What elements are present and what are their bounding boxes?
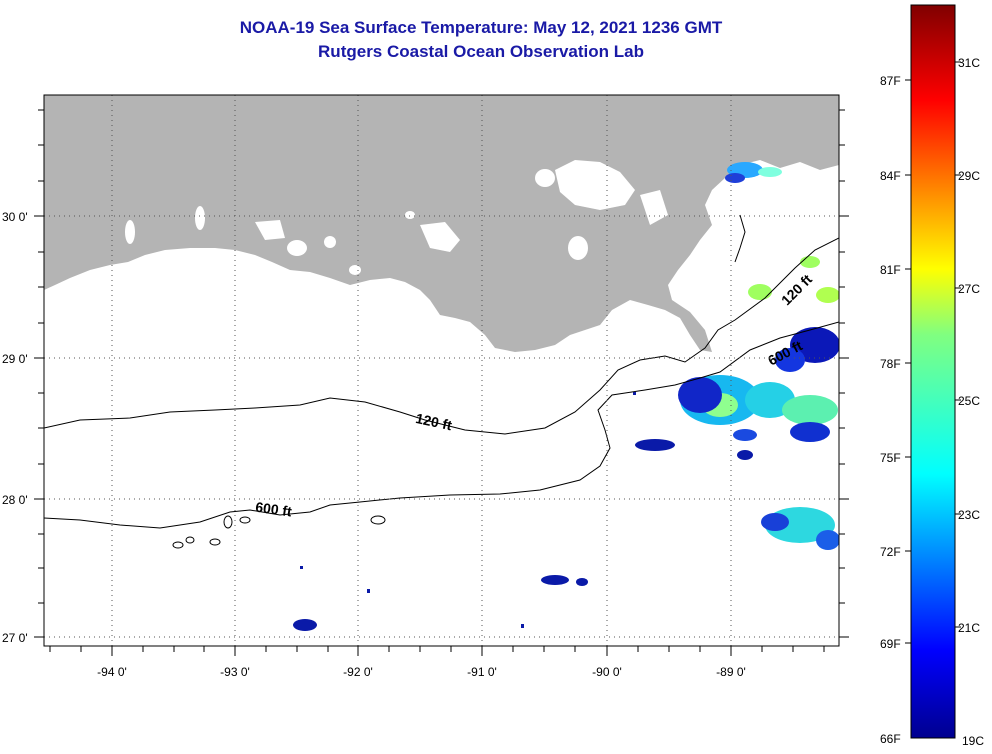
- colorbar: [910, 4, 956, 739]
- f-label: 72F: [880, 545, 901, 559]
- graticule: [44, 95, 839, 646]
- f-label: 75F: [880, 451, 901, 465]
- lat-label: 28 0': [2, 493, 28, 507]
- lakes: [125, 160, 668, 275]
- latitude-labels: 30 0' 29 0' 28 0' 27 0': [2, 210, 28, 645]
- map-subtitle: Rutgers Coastal Ocean Observation Lab: [318, 42, 644, 61]
- colorbar-celsius-labels: 31C 29C 27C 25C 23C 21C 19C: [958, 56, 984, 748]
- plot-frame: [43, 94, 840, 647]
- f-label: 81F: [880, 263, 901, 277]
- isobath-600ft: [44, 321, 839, 529]
- c-label: 25C: [958, 394, 980, 408]
- f-label: 78F: [880, 357, 901, 371]
- f-label: 84F: [880, 169, 901, 183]
- colorbar-fahrenheit-labels: 87F 84F 81F 78F 75F 72F 69F 66F: [880, 74, 901, 746]
- tick-marks: [34, 109, 849, 656]
- lon-label: -92 0': [343, 665, 373, 679]
- longitude-labels: -94 0' -93 0' -92 0' -91 0' -90 0' -89 0…: [97, 665, 746, 679]
- lon-label: -93 0': [220, 665, 250, 679]
- sst-patches: [293, 162, 839, 631]
- lon-label: -91 0': [467, 665, 497, 679]
- isobath-600ft-label: 600 ft: [254, 499, 293, 520]
- isobath-120ft: [44, 237, 839, 435]
- c-label: 19C: [962, 734, 984, 748]
- isobath-120ft-label: 120 ft: [414, 410, 453, 433]
- f-label: 66F: [880, 732, 901, 746]
- f-label: 87F: [880, 74, 901, 88]
- c-label: 29C: [958, 169, 980, 183]
- lat-label: 29 0': [2, 352, 28, 366]
- lon-label: -94 0': [97, 665, 127, 679]
- lat-label: 27 0': [2, 631, 28, 645]
- lon-label: -90 0': [592, 665, 622, 679]
- c-label: 23C: [958, 508, 980, 522]
- colorbar-ticks: [905, 61, 961, 644]
- c-label: 31C: [958, 56, 980, 70]
- map-title: NOAA-19 Sea Surface Temperature: May 12,…: [239, 18, 723, 37]
- lat-label: 30 0': [2, 210, 28, 224]
- f-label: 69F: [880, 637, 901, 651]
- c-label: 21C: [958, 621, 980, 635]
- c-label: 27C: [958, 282, 980, 296]
- lon-label: -89 0': [716, 665, 746, 679]
